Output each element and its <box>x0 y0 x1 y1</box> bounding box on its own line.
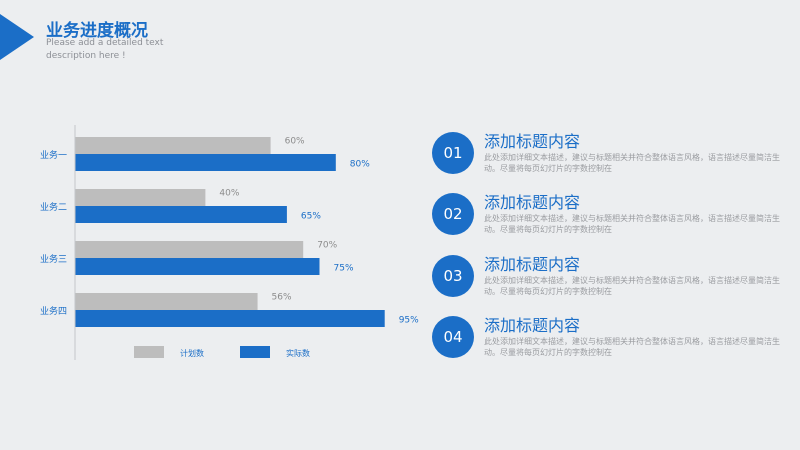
page-title: 业务进度概况 <box>46 21 148 41</box>
card-number-badge: 02 <box>432 193 474 235</box>
value-label: 65% <box>301 212 321 222</box>
bar-plan <box>75 241 304 258</box>
bar-plan <box>75 189 206 206</box>
category-label: 业务三 <box>40 253 67 265</box>
page-subtitle: Please add a detailed text description h… <box>46 38 164 61</box>
value-label: 56% <box>272 293 292 303</box>
card-title: 添加标题内容 <box>484 132 581 151</box>
card-title: 添加标题内容 <box>484 255 581 274</box>
progress-bar-chart: 业务一 60% 80% 业务二 40% 65% 业务三 70% 75% 业务四 56% 95% 计划数 实… <box>40 125 419 360</box>
bar-actual <box>75 310 385 327</box>
card-title: 添加标题内容 <box>484 193 581 212</box>
card-number-badge: 04 <box>432 316 474 358</box>
card-description: 此处添加详细文本描述，建议与标题相关并符合整体语言风格，语言描述尽量简洁生动。尽… <box>484 153 780 173</box>
card-title: 添加标题内容 <box>484 316 581 335</box>
legend-label: 计划数 <box>180 348 204 358</box>
value-label: 60% <box>285 137 305 147</box>
card-number-badge: 01 <box>432 132 474 174</box>
legend-swatch <box>240 346 270 358</box>
value-label: 40% <box>219 189 239 199</box>
category-label: 业务二 <box>40 201 67 213</box>
corner-triangle-decoration <box>0 14 34 60</box>
legend-label: 实际数 <box>286 348 310 358</box>
category-label: 业务一 <box>40 149 67 161</box>
bar-actual <box>75 154 336 171</box>
info-card-4: 04 添加标题内容 此处添加详细文本描述，建议与标题相关并符合整体语言风格，语言… <box>432 316 792 376</box>
card-description: 此处添加详细文本描述，建议与标题相关并符合整体语言风格，语言描述尽量简洁生动。尽… <box>484 337 780 357</box>
bar-plan <box>75 293 258 310</box>
value-label: 75% <box>334 264 354 274</box>
bar-plan <box>75 137 271 154</box>
bar-actual <box>75 258 320 275</box>
category-label: 业务四 <box>40 305 67 317</box>
info-card-2: 02 添加标题内容 此处添加详细文本描述，建议与标题相关并符合整体语言风格，语言… <box>432 193 792 253</box>
value-label: 80% <box>350 160 370 170</box>
legend-swatch <box>134 346 164 358</box>
value-label: 70% <box>317 241 337 251</box>
info-card-3: 03 添加标题内容 此处添加详细文本描述，建议与标题相关并符合整体语言风格，语言… <box>432 255 792 315</box>
info-card-1: 01 添加标题内容 此处添加详细文本描述，建议与标题相关并符合整体语言风格，语言… <box>432 132 792 192</box>
card-number-badge: 03 <box>432 255 474 297</box>
card-description: 此处添加详细文本描述，建议与标题相关并符合整体语言风格，语言描述尽量简洁生动。尽… <box>484 276 780 296</box>
value-label: 95% <box>399 316 419 326</box>
card-description: 此处添加详细文本描述，建议与标题相关并符合整体语言风格，语言描述尽量简洁生动。尽… <box>484 214 780 234</box>
bar-actual <box>75 206 287 223</box>
